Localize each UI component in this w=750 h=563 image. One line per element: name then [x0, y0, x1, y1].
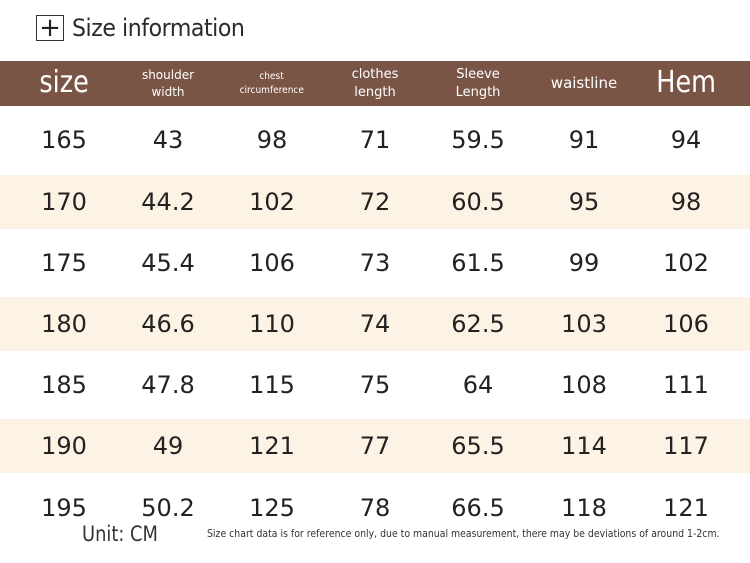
cell-waistline: 91	[568, 126, 600, 154]
cell-clothes-length: 72	[359, 188, 391, 216]
header-size: size	[14, 61, 114, 106]
header-sleeve-length: Sleeve Length	[428, 61, 528, 106]
plus-icon: +	[36, 15, 64, 41]
header-chest-circumference: chest circumference	[222, 61, 322, 106]
cell-chest-circumference: 98	[256, 126, 288, 154]
header-shoulder-width: shoulder width	[118, 61, 218, 106]
cell-waistline: 114	[561, 432, 607, 460]
header-label: clothes	[351, 66, 399, 82]
cell-size: 195	[41, 494, 87, 522]
unit-label: Unit: CM	[82, 522, 158, 546]
header-label: waistline	[550, 74, 618, 93]
cell-sleeve-length: 64	[462, 371, 494, 399]
header-label: size	[39, 65, 89, 101]
cell-sleeve-length: 61.5	[451, 249, 505, 277]
header-label: Length	[455, 84, 501, 100]
cell-shoulder-width: 45.4	[141, 249, 195, 277]
cell-waistline: 108	[561, 371, 607, 399]
cell-clothes-length: 74	[359, 310, 391, 338]
cell-chest-circumference: 125	[249, 494, 295, 522]
cell-shoulder-width: 43	[152, 126, 184, 154]
section-title: + Size information	[36, 12, 259, 44]
cell-size: 180	[41, 310, 87, 338]
cell-hem: 121	[663, 494, 709, 522]
cell-chest-circumference: 121	[249, 432, 295, 460]
header-label: circumference	[239, 84, 305, 96]
header-label: chest	[259, 71, 285, 82]
cell-chest-circumference: 115	[249, 371, 295, 399]
header-waistline: waistline	[534, 61, 634, 106]
cell-waistline: 99	[568, 249, 600, 277]
cell-sleeve-length: 65.5	[451, 432, 505, 460]
cell-size: 185	[41, 371, 87, 399]
cell-chest-circumference: 102	[249, 188, 295, 216]
cell-size: 170	[41, 188, 87, 216]
cell-clothes-length: 75	[359, 371, 391, 399]
header-label: Hem	[656, 65, 716, 101]
cell-chest-circumference: 106	[249, 249, 295, 277]
cell-hem: 102	[663, 249, 709, 277]
header-hem: Hem	[636, 61, 736, 106]
header-label: Sleeve	[456, 66, 500, 82]
cell-clothes-length: 78	[359, 494, 391, 522]
cell-hem: 111	[663, 371, 709, 399]
table-row: 190 49 121 77 65.5 114 117	[0, 419, 750, 473]
header-label: shoulder	[141, 68, 195, 83]
cell-waistline: 95	[568, 188, 600, 216]
cell-clothes-length: 73	[359, 249, 391, 277]
header-label: width	[151, 84, 185, 99]
cell-shoulder-width: 46.6	[141, 310, 195, 338]
table-row: 165 43 98 71 59.5 91 94	[0, 113, 750, 167]
cell-clothes-length: 77	[359, 432, 391, 460]
cell-sleeve-length: 66.5	[451, 494, 505, 522]
table-header: size shoulder width chest circumference cloth…	[0, 61, 750, 106]
cell-size: 190	[41, 432, 87, 460]
header-label: length	[354, 84, 396, 100]
cell-clothes-length: 71	[359, 126, 391, 154]
table-row: 195 50.2 125 78 66.5 118 121	[0, 481, 750, 535]
table-row: 170 44.2 102 72 60.5 95 98	[0, 175, 750, 229]
cell-chest-circumference: 110	[249, 310, 295, 338]
cell-sleeve-length: 62.5	[451, 310, 505, 338]
cell-shoulder-width: 49	[152, 432, 184, 460]
header-clothes-length: clothes length	[325, 61, 425, 106]
cell-shoulder-width: 47.8	[141, 371, 195, 399]
cell-hem: 117	[663, 432, 709, 460]
cell-hem: 98	[670, 188, 702, 216]
cell-shoulder-width: 50.2	[141, 494, 195, 522]
cell-size: 175	[41, 249, 87, 277]
disclaimer-note: Size chart data is for reference only, d…	[207, 527, 720, 540]
cell-waistline: 118	[561, 494, 607, 522]
cell-hem: 106	[663, 310, 709, 338]
cell-sleeve-length: 60.5	[451, 188, 505, 216]
table-row: 180 46.6 110 74 62.5 103 106	[0, 297, 750, 351]
cell-waistline: 103	[561, 310, 607, 338]
table-row: 185 47.8 115 75 64 108 111	[0, 358, 750, 412]
cell-sleeve-length: 59.5	[451, 126, 505, 154]
cell-size: 165	[41, 126, 87, 154]
cell-shoulder-width: 44.2	[141, 188, 195, 216]
table-row: 175 45.4 106 73 61.5 99 102	[0, 236, 750, 290]
cell-hem: 94	[670, 126, 702, 154]
title-text: Size information	[72, 14, 245, 42]
